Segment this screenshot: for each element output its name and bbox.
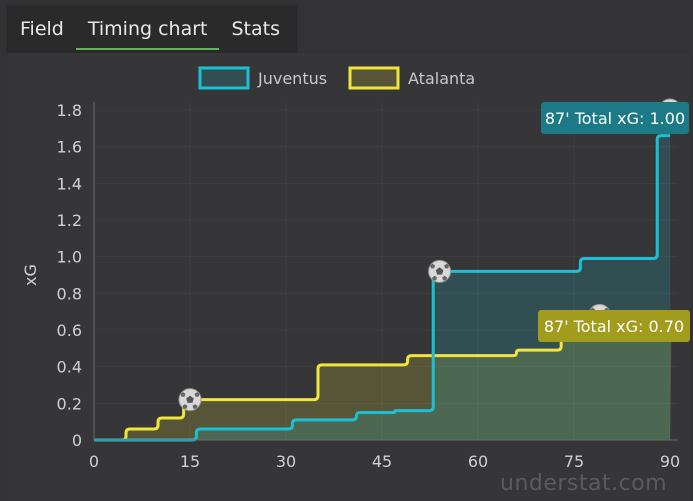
x-tick-label: 30 <box>276 452 296 471</box>
y-tick-label: 1.4 <box>57 174 82 193</box>
y-axis-label: xG <box>21 264 40 286</box>
grid-lines <box>94 102 678 440</box>
tab-timing-chart[interactable]: Timing chart <box>75 5 220 53</box>
goal-ball-patch <box>435 267 444 275</box>
area-atalanta <box>94 313 672 440</box>
legend-swatch-atalanta <box>348 66 400 90</box>
x-tick-label: 90 <box>660 452 680 471</box>
tab-bar: Field Timing chart Stats <box>8 5 296 53</box>
goal-ball-patch <box>444 263 450 269</box>
y-tick-label: 1.0 <box>57 248 82 267</box>
goal-ball-patch <box>180 392 186 397</box>
axes: 0 0.2 0.4 0.6 0.8 1.0 1.2 1.4 1.6 1.8 0 15 30 45 60 75 9… <box>21 101 680 471</box>
series-areas <box>94 135 672 440</box>
y-tick-label: 0.4 <box>57 358 82 377</box>
goal-marker-atalanta <box>178 388 202 412</box>
tooltip-text-juventus: 87' Total xG: 1.00 <box>545 109 685 128</box>
y-tick-label: 1.6 <box>57 138 82 157</box>
tooltip-juventus <box>541 102 689 134</box>
goal-ball-patch <box>442 275 448 281</box>
legend-label-juventus: Juventus <box>257 69 327 88</box>
goal-ball-patch <box>194 392 200 397</box>
tab-field[interactable]: Field <box>20 18 64 40</box>
x-tick-label: 45 <box>372 452 392 471</box>
legend: Juventus Atalanta <box>198 66 475 90</box>
y-tick-label: 0.6 <box>57 321 82 340</box>
goal-ball-patch <box>182 404 188 409</box>
watermark: understat.com <box>500 471 667 496</box>
y-tick-label: 1.8 <box>57 101 82 120</box>
goal-marker-juventus <box>428 259 452 283</box>
y-tick-label: 1.2 <box>57 211 82 230</box>
y-tick-label: 0.2 <box>57 394 82 413</box>
area-juventus <box>94 135 670 440</box>
x-tick-label: 75 <box>564 452 584 471</box>
x-tick-label: 60 <box>468 452 488 471</box>
y-tick-label: 0 <box>72 431 82 450</box>
line-juventus <box>94 134 670 442</box>
legend-label-atalanta: Atalanta <box>408 69 475 88</box>
tooltip-text-atalanta: 87' Total xG: 0.70 <box>544 317 684 336</box>
y-tick-label: 0.8 <box>57 284 82 303</box>
tooltips: 87' Total xG: 1.00 87' Total xG: 0.70 <box>538 102 690 342</box>
legend-swatch-juventus <box>198 66 250 90</box>
goal-ball-patch <box>186 395 194 403</box>
tab-stats[interactable]: Stats <box>231 18 280 40</box>
goal-ball-patch <box>432 275 438 281</box>
x-tick-label: 15 <box>180 452 200 471</box>
goal-ball-patch <box>192 404 198 409</box>
goal-ball-patch <box>430 263 436 269</box>
x-tick-label: 0 <box>89 452 99 471</box>
tooltip-atalanta <box>538 310 690 342</box>
